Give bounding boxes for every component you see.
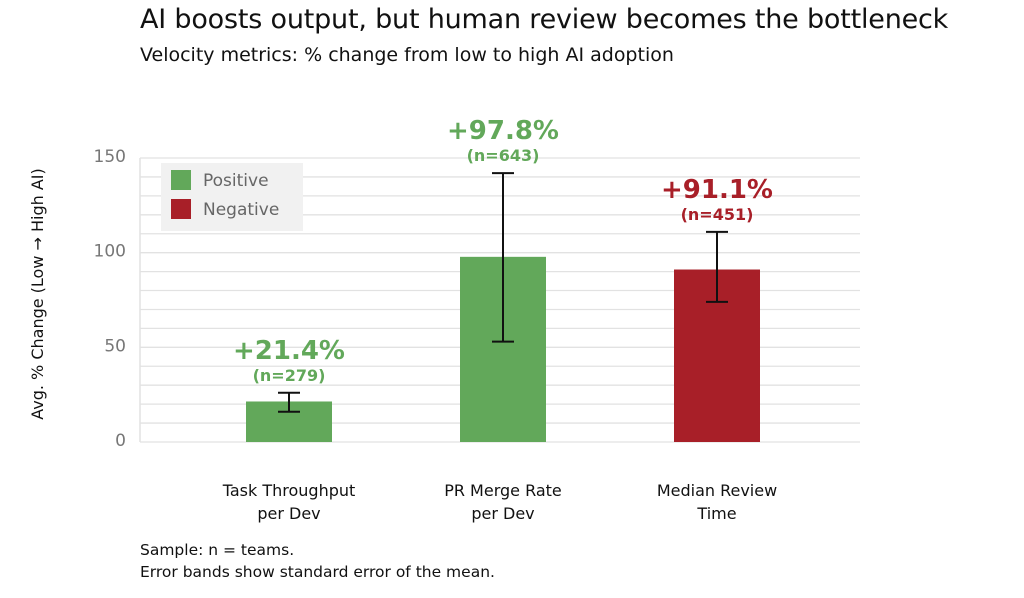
y-tick-label: 100 <box>94 242 126 262</box>
legend-swatch <box>171 170 191 190</box>
n-label: (n=451) <box>681 205 754 224</box>
category-label: Median Review <box>657 481 777 500</box>
n-label: (n=279) <box>253 366 326 385</box>
category-label: Task Throughput <box>222 481 356 500</box>
y-axis-title: Avg. % Change (Low → High AI) <box>28 168 47 420</box>
value-label: +97.8% <box>447 116 559 146</box>
category-label: Time <box>696 504 736 523</box>
y-tick-label: 150 <box>94 147 126 167</box>
category-label: per Dev <box>471 504 534 523</box>
chart-subtitle: Velocity metrics: % change from low to h… <box>140 44 674 66</box>
legend-swatch <box>171 199 191 219</box>
y-tick-label: 0 <box>115 431 126 451</box>
n-label: (n=643) <box>467 146 540 165</box>
footnote: Sample: n = teams. Error bands show stan… <box>140 539 495 583</box>
footnote-error-bands: Error bands show standard error of the m… <box>140 563 495 581</box>
legend-label: Positive <box>203 171 269 191</box>
y-tick-label: 50 <box>104 336 126 356</box>
legend-label: Negative <box>203 200 279 220</box>
category-label: per Dev <box>257 504 320 523</box>
chart-title: AI boosts output, but human review becom… <box>140 4 949 35</box>
bar-chart: 0 50 100 150 Avg. % Change (Low → High AI) +2… <box>28 116 860 523</box>
value-label: +21.4% <box>233 336 345 366</box>
value-label: +91.1% <box>661 175 773 205</box>
footnote-sample: Sample: n = teams. <box>140 541 295 559</box>
category-label: PR Merge Rate <box>444 481 562 500</box>
